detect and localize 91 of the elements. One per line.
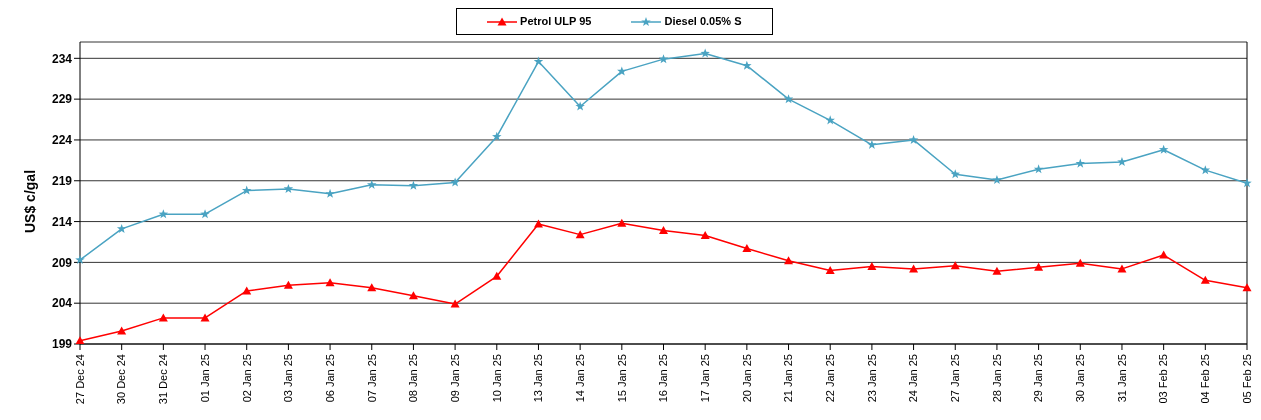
point	[1200, 165, 1211, 175]
x-tick-label: 17 Jan 25	[698, 354, 711, 403]
legend-label: Petrol ULP 95	[519, 15, 592, 29]
x-tick-label: 24 Jan 25	[907, 354, 920, 403]
point	[283, 183, 294, 193]
point	[908, 134, 919, 144]
point	[1075, 158, 1086, 168]
x-tick-label: 22 Jan 25	[824, 354, 837, 403]
point	[1075, 258, 1085, 267]
point	[950, 261, 960, 270]
y-tick-label: 199	[51, 337, 73, 352]
point	[1034, 262, 1044, 271]
y-tick-label: 234	[51, 51, 73, 66]
point	[1242, 283, 1252, 292]
point	[1242, 178, 1252, 188]
point	[575, 230, 585, 239]
point	[158, 209, 169, 219]
point	[283, 280, 293, 289]
point	[992, 266, 1002, 275]
x-tick-label: 05 Feb 25	[1240, 354, 1253, 404]
point	[1159, 250, 1169, 259]
x-tick-label: 21 Jan 25	[782, 354, 795, 403]
point	[366, 179, 377, 189]
point	[241, 185, 252, 195]
y-tick-label: 224	[51, 133, 73, 148]
point	[742, 60, 752, 70]
point	[116, 223, 127, 233]
x-tick-label: 04 Feb 25	[1199, 354, 1212, 404]
point	[1117, 156, 1127, 167]
x-tick-label: 31 Jan 25	[1115, 354, 1128, 403]
x-tick-label: 09 Jan 25	[448, 354, 461, 403]
point	[1033, 164, 1044, 174]
y-tick-label: 204	[51, 296, 73, 311]
x-tick-label: 08 Jan 25	[407, 354, 420, 403]
point	[1200, 275, 1210, 284]
point	[533, 219, 543, 228]
point	[325, 188, 335, 198]
x-tick-label: 16 Jan 25	[657, 354, 670, 403]
x-tick-label: 07 Jan 25	[365, 354, 378, 403]
point	[200, 209, 210, 219]
x-tick-label: 03 Feb 25	[1157, 354, 1170, 404]
point	[825, 266, 835, 275]
x-tick-label: 31 Dec 24	[157, 354, 170, 405]
point	[408, 291, 418, 300]
point	[1158, 144, 1169, 154]
x-tick-label: 28 Jan 25	[990, 354, 1003, 403]
x-tick-label: 02 Jan 25	[240, 354, 253, 403]
point	[783, 94, 794, 104]
x-tick-label: 01 Jan 25	[198, 354, 211, 403]
x-tick-label: 23 Jan 25	[865, 354, 878, 403]
point	[658, 54, 669, 64]
y-tick-label: 219	[51, 174, 73, 189]
y-tick-label: 209	[51, 255, 73, 270]
x-tick-label: 27 Jan 25	[949, 354, 962, 403]
point	[533, 56, 544, 66]
y-tick-label: 229	[51, 92, 73, 107]
point	[867, 139, 877, 149]
point	[617, 66, 627, 76]
point	[659, 226, 668, 235]
point	[992, 174, 1002, 184]
x-tick-label: 27 Dec 24	[73, 354, 86, 405]
point	[367, 283, 377, 292]
point	[700, 48, 710, 58]
x-tick-label: 10 Jan 25	[490, 354, 503, 403]
x-tick-label: 14 Jan 25	[573, 354, 586, 403]
y-tick-label: 214	[51, 214, 73, 229]
x-tick-label: 06 Jan 25	[323, 354, 336, 403]
point	[950, 169, 961, 179]
point	[700, 230, 710, 239]
x-tick-label: 13 Jan 25	[532, 354, 545, 403]
x-tick-label: 30 Dec 24	[115, 354, 128, 405]
point	[742, 244, 752, 252]
y-axis-title: US$ c/gal	[21, 169, 38, 233]
legend-label: Diesel 0.05% S	[663, 15, 742, 29]
point	[450, 299, 460, 308]
x-tick-label: 15 Jan 25	[615, 354, 628, 403]
x-tick-label: 03 Jan 25	[282, 354, 295, 403]
point	[784, 256, 794, 265]
point	[492, 271, 502, 280]
point	[617, 218, 627, 227]
x-tick-label: 30 Jan 25	[1074, 354, 1087, 403]
point	[575, 101, 585, 111]
point	[408, 180, 419, 190]
x-tick-label: 20 Jan 25	[740, 354, 753, 403]
point	[492, 131, 502, 141]
point	[325, 278, 335, 287]
point	[825, 115, 835, 125]
point	[158, 313, 168, 322]
point	[450, 177, 460, 187]
point	[867, 261, 877, 270]
x-tick-label: 29 Jan 25	[1032, 354, 1045, 403]
